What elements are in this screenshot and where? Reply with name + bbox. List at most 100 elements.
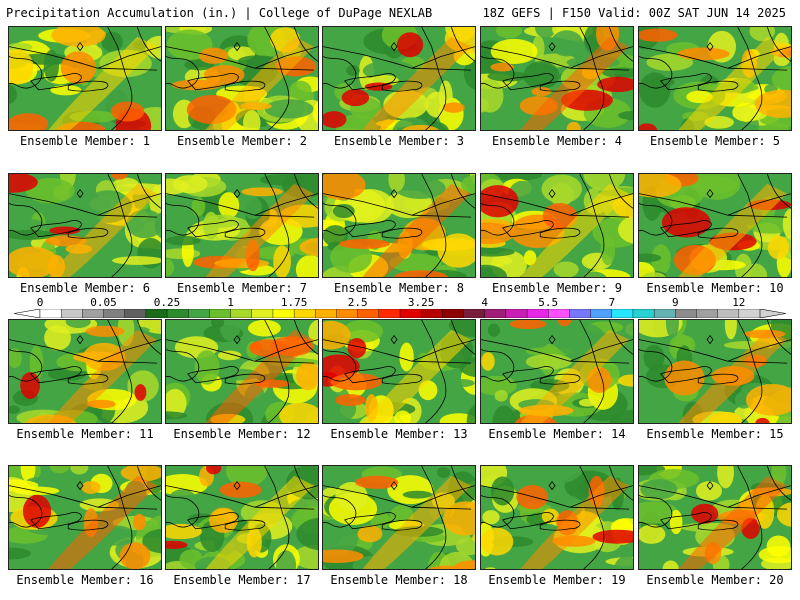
precip-blob <box>613 555 633 569</box>
map-outline <box>344 73 396 91</box>
precip-blob <box>662 560 679 569</box>
precip-blob <box>209 507 238 533</box>
ensemble-map-panel <box>480 465 634 570</box>
map-outline <box>254 485 318 508</box>
precip-map <box>166 27 318 130</box>
map-outline <box>425 220 447 277</box>
map-outline <box>233 335 241 345</box>
colorbar-bin <box>569 309 592 318</box>
map-outline <box>425 366 447 423</box>
map-outline <box>30 366 82 384</box>
map-outline <box>660 512 712 530</box>
precip-blob <box>488 174 542 181</box>
map-outline <box>583 366 605 423</box>
precip-blob <box>724 320 737 340</box>
precip-blob <box>9 42 33 52</box>
map-outline <box>639 339 788 364</box>
colorbar-bin <box>463 309 486 318</box>
ensemble-map-panel <box>8 26 162 131</box>
ensemble-member-label: Ensemble Member: 7 <box>176 281 308 295</box>
colorbar-tick-label: 0.25 <box>153 296 181 309</box>
map-outline <box>502 366 554 384</box>
map-outline <box>187 220 239 238</box>
precip-blob <box>639 28 678 42</box>
colorbar-bin <box>675 309 697 318</box>
map-outline <box>481 203 515 236</box>
precip-blob <box>639 524 666 544</box>
precip-blob <box>335 481 368 512</box>
precip-blob <box>481 79 504 113</box>
colorbar-arrow-left <box>14 309 41 318</box>
precip-blob <box>523 61 560 90</box>
ensemble-member-label: Ensemble Member: 4 <box>491 134 623 148</box>
precip-blob <box>691 503 719 524</box>
precip-map <box>166 320 318 423</box>
precip-blob <box>119 542 151 569</box>
precip-blob <box>85 325 125 337</box>
map-outline <box>136 27 161 62</box>
precip-blob <box>394 270 448 277</box>
precip-blob <box>665 320 679 339</box>
precip-blob <box>597 76 633 93</box>
precip-blob <box>226 466 268 487</box>
map-outline <box>76 189 84 199</box>
precip-blob <box>51 27 106 47</box>
colorbar-bin <box>39 309 62 318</box>
colorbar-tick-label: 3.25 <box>407 296 435 309</box>
precip-band <box>48 183 158 277</box>
precip-blob <box>481 253 513 268</box>
map-outline <box>390 335 398 345</box>
precip-blob <box>49 466 70 474</box>
precip-blob <box>50 84 82 96</box>
map-outline <box>254 339 318 362</box>
map-outline <box>639 56 673 89</box>
precip-blob <box>20 372 40 399</box>
precip-blob <box>330 373 383 391</box>
map-outline <box>450 466 475 501</box>
map-outline <box>421 320 440 368</box>
precip-blob <box>481 247 515 257</box>
ensemble-map-panel <box>8 465 162 570</box>
map-outline <box>421 174 440 222</box>
precip-blob <box>219 481 262 498</box>
precip-map <box>166 174 318 277</box>
colorbar-arrow-right <box>759 309 786 318</box>
map-outline <box>107 466 126 514</box>
precip-blob <box>746 383 791 416</box>
precip-map <box>323 320 475 423</box>
colorbar-bin <box>590 309 613 318</box>
precip-blob <box>534 27 557 39</box>
precip-blob <box>194 350 220 385</box>
precip-blob <box>776 502 791 527</box>
colorbar-bin <box>378 309 401 318</box>
precip-blob <box>450 560 475 569</box>
precip-map <box>481 466 633 569</box>
precip-blob <box>717 466 734 489</box>
precip-blob <box>247 320 281 337</box>
map-outline <box>107 174 126 222</box>
precip-blob <box>516 485 549 510</box>
precip-blob <box>566 121 581 130</box>
map-outline <box>268 73 290 130</box>
colorbar-bin <box>103 309 126 318</box>
map-outline <box>233 481 241 491</box>
precip-map <box>9 320 161 423</box>
map-outline <box>233 189 241 199</box>
precip-blob <box>754 89 791 119</box>
precip-band <box>362 329 472 423</box>
precip-band <box>520 329 630 423</box>
precip-band <box>362 475 472 569</box>
precip-blob <box>276 550 297 569</box>
precip-blob <box>49 226 81 235</box>
precip-blob <box>664 360 705 396</box>
colorbar-bin <box>442 309 465 318</box>
precip-band <box>48 329 158 423</box>
precip-blob <box>166 489 199 520</box>
precip-blob <box>273 245 291 277</box>
precip-blob <box>264 99 314 119</box>
map-outline <box>411 193 475 216</box>
map-outline <box>67 80 109 92</box>
map-outline <box>548 335 556 345</box>
precip-band <box>678 183 788 277</box>
precip-blob <box>347 337 367 359</box>
